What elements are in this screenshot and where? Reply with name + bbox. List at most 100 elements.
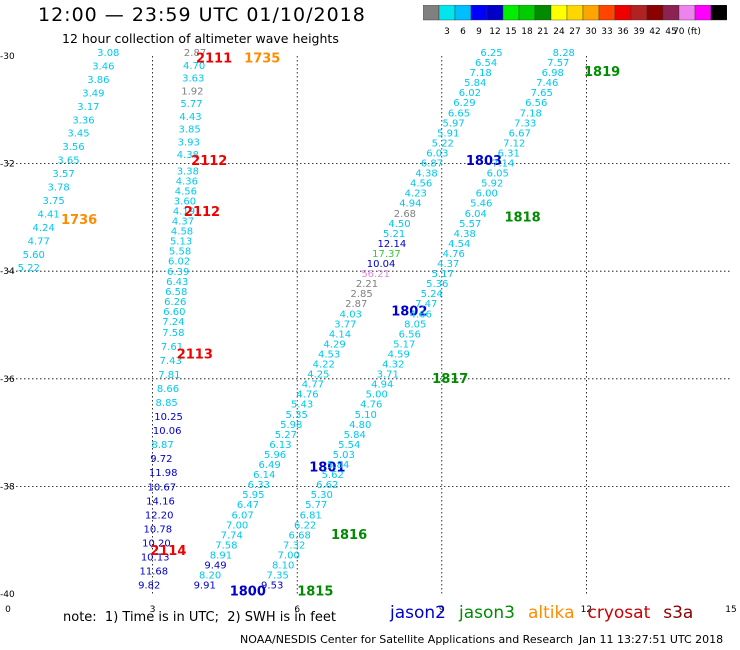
wave-height-value: 4.59 [388,349,410,360]
wave-height-value: 3.45 [67,129,89,140]
wave-height-value: 5.84 [464,78,486,89]
y-tick-label: -38 [0,482,15,492]
wave-height-value: 6.05 [487,169,509,180]
x-tick-label: 0 [5,605,11,615]
wave-height-value: 4.94 [371,380,393,391]
wave-height-value: 3.46 [92,61,114,72]
wave-height-value: 6.22 [294,520,316,531]
pass-label: 2114 [150,544,186,559]
wave-height-value: 7.00 [226,520,248,531]
wave-height-value: 6.54 [475,58,497,69]
legend-item-jason2: jason2 [390,603,446,623]
x-tick-label: 12 [581,605,592,615]
wave-height-value: 8.66 [157,384,179,395]
wave-height-value: 6.31 [498,148,520,159]
pass-label: 1801 [309,461,345,476]
wave-height-value: 14.16 [146,496,175,507]
wave-height-value: 5.84 [327,460,349,471]
wave-height-value: 6.07 [231,510,253,521]
wave-height-value: 6.26 [164,297,186,308]
colorbar-label: 21 [537,27,548,37]
wave-height-value: 4.24 [33,223,55,234]
pass-label: 1815 [297,584,333,599]
colorbar-label: 70 (ft) [673,27,701,37]
wave-height-value: 4.70 [183,61,205,72]
wave-height-value: 9.49 [204,561,226,572]
wave-height-value: 11.98 [149,468,178,479]
wave-height-value: 7.46 [536,78,558,89]
wave-height-value: 56.21 [361,269,390,280]
wave-height-value: 6.14 [253,470,275,481]
wave-height-value: 5.30 [311,490,333,501]
wave-height-value: 5.54 [338,440,360,451]
wave-height-value: 4.76 [443,249,465,260]
wave-height-value: 10.67 [148,482,177,493]
wave-height-value: 4.58 [171,227,193,238]
y-tick-label: -30 [0,52,15,62]
wave-height-value: 4.37 [437,259,459,270]
wave-height-value: 5.22 [18,263,40,274]
wave-height-value: 5.43 [291,400,313,411]
wave-height-value: 4.56 [175,186,197,197]
wave-height-value: 5.22 [432,138,454,149]
colorbar-label: 9 [476,27,482,37]
wave-height-value: 5.24 [421,289,443,300]
wave-height-value: 5.95 [242,490,264,501]
pass-label: 1736 [61,213,97,228]
wave-height-value: 3.86 [87,75,109,86]
wave-height-value: 4.66 [410,309,432,320]
wave-height-value: 8.05 [404,319,426,330]
wave-height-value: 7.43 [160,356,182,367]
wave-height-value: 6.39 [167,267,189,278]
wave-height-value: 6.87 [421,159,443,170]
wave-height-value: 6.33 [248,480,270,491]
legend-item-altika: altika [528,603,575,623]
wave-height-value: 3.38 [177,166,199,177]
wave-height-value: 5.91 [437,128,459,139]
wave-height-value: 12.14 [378,239,407,250]
wave-height-value: 4.77 [28,236,50,247]
wave-height-value: 5.62 [322,470,344,481]
wave-height-value: 5.17 [432,269,454,280]
wave-height-value: 10.06 [153,426,182,437]
wave-height-value: 12.20 [145,510,174,521]
wave-height-value: 3.71 [377,370,399,381]
colorbar-label: 39 [633,27,645,37]
pass-label: 2111 [196,52,232,67]
wave-height-value: 2.85 [350,289,372,300]
wave-height-value: 2.68 [394,209,416,220]
wave-height-value: 6.68 [289,530,311,541]
wave-height-value: 10.78 [143,524,172,535]
wave-height-value: 4.14 [329,329,351,340]
wave-height-value: 3.75 [42,196,64,207]
wave-height-value: 5.98 [280,420,302,431]
wave-height-value: 5.84 [344,430,366,441]
pass-label: 1818 [504,210,540,225]
wave-height-value: 4.03 [340,309,362,320]
wave-height-value: 6.25 [480,48,502,59]
wave-height-value: 4.94 [399,199,421,210]
colorbar-label: 3 [444,27,450,37]
wave-height-value: 7.74 [221,530,243,541]
wave-height-value: 4.38 [415,169,437,180]
wave-height-value: 2.21 [356,279,378,290]
wave-height-value: 7.81 [158,370,180,381]
wave-height-value: 3.49 [82,88,104,99]
pass-label: 1802 [391,305,427,320]
pass-label: 1735 [244,52,280,67]
wave-height-value: 2.87 [184,48,206,59]
wave-height-value: 5.13 [170,237,192,248]
wave-height-value: 5.77 [180,99,202,110]
wave-height-value: 17.37 [372,249,401,260]
wave-height-value: 8.20 [199,571,221,582]
wave-height-value: 1.92 [181,86,203,97]
wave-height-value: 11.68 [139,567,168,578]
wave-height-value: 7.33 [514,118,536,129]
wave-height-value: 3.36 [72,115,94,126]
wave-height-value: 5.27 [275,430,297,441]
wave-height-value: 5.97 [442,118,464,129]
y-tick-label: -32 [0,160,15,170]
generated-timestamp: Jan 11 13:27:51 UTC 2018 [579,633,724,646]
